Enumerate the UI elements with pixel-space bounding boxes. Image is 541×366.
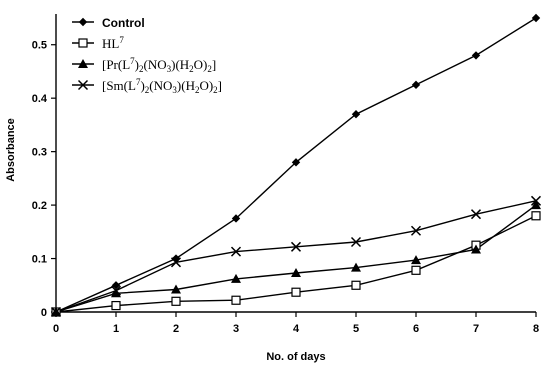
data-point-square (411, 265, 421, 275)
legend-marker-x (77, 79, 89, 91)
data-point-diamond (411, 80, 421, 90)
data-point-triangle (411, 255, 421, 265)
x-tick-label: 0 (53, 323, 59, 335)
data-point-square (351, 280, 361, 290)
data-point-x (350, 236, 362, 248)
data-point-diamond (291, 158, 301, 167)
data-point-square (231, 295, 241, 305)
y-tick-label: 0.4 (32, 93, 48, 105)
data-point-x (290, 241, 302, 252)
legend-item: [Sm(L7)2(NO3)(H2O)2] (72, 77, 222, 95)
data-point-diamond (471, 51, 481, 60)
data-point-x (230, 246, 242, 257)
data-point-diamond (111, 281, 121, 290)
data-point-square (171, 296, 181, 306)
data-point-triangle (171, 284, 181, 294)
ticks: 0 1 2 3 4 5 6 7 8 0 0.1 0.2 0.3 0.4 0.5 (32, 40, 539, 335)
series-line-1 (55, 215, 537, 313)
legend-item: HL7 (72, 35, 124, 51)
x-tick-label: 8 (533, 323, 539, 335)
y-axis-title: Absorbance (5, 118, 17, 182)
legend-label: [Pr(L7)2(NO3)(H2O)2] (102, 56, 216, 74)
data-point-diamond (231, 214, 241, 223)
x-tick-label: 2 (173, 323, 179, 335)
data-point-triangle (351, 262, 361, 272)
data-point-x (50, 306, 62, 318)
data-point-triangle (471, 244, 481, 254)
legend-item: [Pr(L7)2(NO3)(H2O)2] (72, 56, 216, 74)
data-point-triangle (231, 273, 241, 283)
y-tick-label: 0.5 (32, 40, 47, 52)
x-axis-title: No. of days (266, 351, 325, 363)
data-point-triangle (111, 288, 121, 298)
x-tick-label: 3 (233, 323, 239, 335)
x-tick-label: 1 (113, 323, 119, 335)
y-tick-label: 0 (41, 307, 47, 319)
x-tick-label: 5 (353, 323, 359, 335)
series-markers (50, 13, 541, 318)
legend-item: Control (72, 16, 145, 30)
legend-label: Control (102, 16, 145, 30)
data-point-square (291, 287, 301, 297)
legend-marker-square (78, 38, 88, 48)
data-point-x (530, 195, 541, 206)
data-point-x (110, 285, 122, 296)
data-point-square (531, 211, 541, 221)
legend-label: [Sm(L7)2(NO3)(H2O)2] (102, 77, 222, 95)
data-point-x (170, 257, 182, 268)
legend: Control HL7 [Pr(L7)2(NO3)(H2O)2] [Sm(L7)2(N… (72, 16, 222, 95)
x-tick-label: 4 (293, 323, 300, 335)
x-tick-label: 7 (473, 323, 479, 335)
x-tick-label: 6 (413, 323, 419, 335)
data-point-triangle (291, 267, 301, 277)
y-tick-label: 0.1 (32, 254, 47, 266)
data-point-diamond (171, 254, 181, 263)
legend-marker-triangle (78, 59, 88, 68)
data-point-diamond (351, 110, 361, 119)
legend-label: HL7 (102, 35, 124, 51)
data-point-x (410, 225, 422, 236)
y-tick-label: 0.2 (32, 200, 47, 212)
legend-marker-diamond (78, 17, 88, 27)
data-point-square (111, 300, 121, 311)
y-tick-label: 0.3 (32, 147, 47, 159)
data-point-x (470, 209, 482, 220)
data-point-triangle (531, 200, 541, 210)
data-point-diamond (531, 13, 541, 23)
